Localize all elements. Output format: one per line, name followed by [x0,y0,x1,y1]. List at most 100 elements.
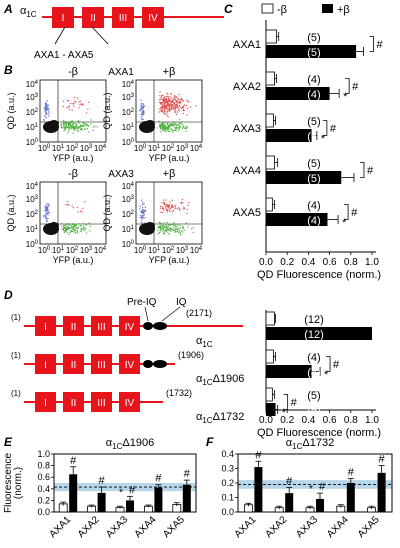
event-dot [169,99,171,102]
event-dot [180,107,183,110]
cond-label-minus: -β [68,66,78,78]
event-dot [183,104,186,106]
y-tick-label: 100 [26,138,39,147]
x-axis-label: QD Fluorescence (norm.) [257,269,381,281]
event-dot [173,121,175,124]
y-axis-label: QD (a.u.) [6,92,16,129]
event-dot [140,103,142,105]
event-dot [167,116,169,118]
event-dot [72,223,74,225]
event-dot [165,99,167,101]
legend-swatch-minus [261,3,274,14]
event-dot [178,101,180,103]
event-dot [183,109,185,111]
event-dot [48,112,50,115]
y-tick-label: 104 [26,182,39,191]
event-dot [70,121,72,124]
cond-label-plus: +β [163,66,176,78]
event-dot [170,104,172,106]
event-dot [165,199,167,201]
significance-bracket [359,162,365,178]
event-dot [45,105,47,107]
event-dot [168,103,170,105]
event-dot [162,122,164,124]
y-tick-label: 100 [122,240,135,249]
event-dot [67,204,69,206]
event-dot [176,113,178,115]
event-dot [166,114,168,116]
event-dot [72,132,74,134]
event-dot [74,224,76,226]
x-tick-label: 101 [52,246,65,255]
category-label: AXA1 [233,514,259,540]
event-dot [169,104,171,106]
event-dot [163,109,166,111]
x-tick-label: 102 [162,246,175,255]
event-dot [143,103,145,105]
event-dot [79,128,81,131]
event-dot [139,208,141,210]
event-dot [45,216,47,218]
domain-label-III: III [97,322,105,333]
event-dot [65,230,67,232]
x-tick-label: 103 [176,246,189,255]
event-dot [164,103,166,105]
event-dot [63,225,65,227]
domain-box-III [91,354,112,374]
bar-plus-beta [266,403,276,416]
event-dot [159,126,161,128]
y-tick-label: 0.8 [37,461,50,471]
event-dot [72,126,74,128]
event-dot [48,111,50,113]
event-dot [175,127,177,129]
event-dot [66,122,68,124]
y-tick-label: 101 [122,123,135,132]
event-dot [188,101,190,103]
event-dot [180,122,182,124]
event-dot [168,123,170,125]
event-dot [46,100,49,102]
event-dot [46,208,48,211]
event-dot [68,233,70,235]
event-dot [175,105,177,107]
event-dot [143,210,145,212]
event-dot [182,125,184,127]
event-dot [71,205,73,207]
n-label: (5) [307,173,320,185]
event-dot [62,105,65,108]
event-dot [167,204,169,207]
significance-hash: # [99,475,106,487]
domain-box-IV [119,392,140,412]
event-dot [160,102,163,104]
bar-plus-beta [266,213,328,226]
event-dot [177,102,179,104]
domain-box-I [52,7,74,28]
y-tick-label: 100 [122,138,135,147]
x-tick-label: 101 [52,144,65,153]
event-cluster [49,222,59,230]
event-dot [46,221,48,223]
event-dot [162,106,164,108]
event-dot [75,124,78,126]
event-dot [89,225,92,227]
event-dot [81,103,83,106]
event-dot [46,203,48,205]
event-dot [45,104,47,107]
domain-label-IV: IV [125,398,135,409]
domain-label-II: II [71,360,77,371]
legend-label-plus: +β [337,4,350,16]
panel-c-chart: 0.0 0.2 0.4 0.6 0.8 1.0QD Fluorescence (norm.… [233,20,384,281]
event-dot [166,127,169,129]
event-dot [158,221,160,224]
event-dot [78,107,80,109]
event-dot [77,130,79,133]
event-dot [77,226,79,228]
bar-plus-beta [97,492,106,512]
event-dot [64,227,66,229]
event-dot [159,226,161,229]
event-dot [73,122,75,124]
x-axis-label: YFP (a.u.) [149,153,190,163]
y-tick-label: 104 [26,80,39,89]
axa-range-label: AXA1 - AXA5 [34,50,94,61]
